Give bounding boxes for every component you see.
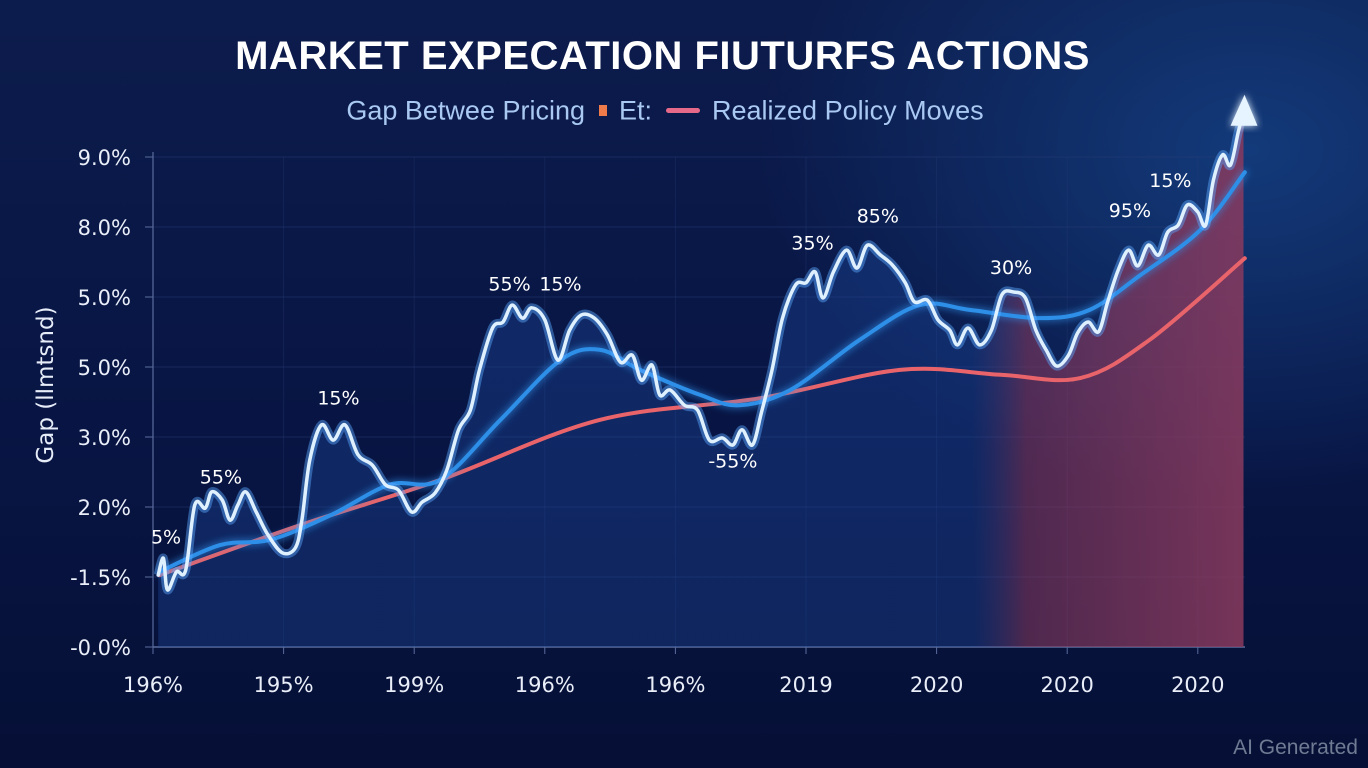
data-label: -55% [708, 450, 757, 472]
y-tick-label: 8.0% [78, 216, 131, 240]
data-label: 30% [990, 257, 1032, 279]
legend-label-et: Et: [619, 95, 653, 126]
legend: Gap Betwee Pricing Et: Realized Policy Mov… [0, 94, 1330, 126]
y-tick-label: -0.0% [70, 636, 131, 660]
data-label: 55% [488, 273, 530, 295]
y-axis-label: Gap (llmtsnd) [33, 306, 59, 464]
data-label: 15% [539, 273, 581, 295]
arrow-up-icon [1230, 94, 1258, 126]
x-tick-label: 196% [645, 673, 705, 697]
data-label: 85% [857, 205, 899, 227]
x-tick-label: 195% [254, 673, 314, 697]
legend-label-pricing: Gap Betwee Pricing [346, 95, 585, 126]
x-tick-label: 196% [123, 673, 183, 697]
x-tick-label: 2020 [910, 673, 963, 697]
y-tick-label: 5.0% [78, 356, 131, 380]
series-line-pricing [156, 110, 1246, 592]
x-tick-label: 2020 [1040, 673, 1093, 697]
data-label: 5% [151, 527, 181, 549]
y-tick-label: -1.5% [70, 566, 131, 590]
y-tick-label: 3.0% [78, 426, 131, 450]
legend-square-marker [599, 105, 607, 117]
y-tick-label: 9.0% [78, 146, 131, 170]
x-tick-label: 199% [384, 673, 444, 697]
x-tick-label: 2020 [1171, 673, 1224, 697]
x-tick-label: 196% [515, 673, 575, 697]
series-line-expectation [157, 170, 1247, 574]
y-tick-label: 5.0% [78, 286, 131, 310]
pricing-area-fill [158, 111, 1244, 648]
x-tick-label: 2019 [779, 673, 832, 697]
chart-title: MARKET EXPECATION FIUTURFS ACTIONS [235, 34, 1090, 78]
data-label: 35% [791, 233, 833, 255]
data-label: 15% [317, 388, 359, 410]
data-label: 55% [200, 467, 242, 489]
legend-label-realized: Realized Policy Moves [712, 95, 984, 126]
legend-line-marker-realized [666, 108, 701, 114]
watermark: AI Generated [1233, 736, 1358, 759]
y-tick-label: 2.0% [78, 496, 131, 520]
data-label: 15% [1149, 170, 1191, 192]
data-label: 95% [1109, 200, 1151, 222]
